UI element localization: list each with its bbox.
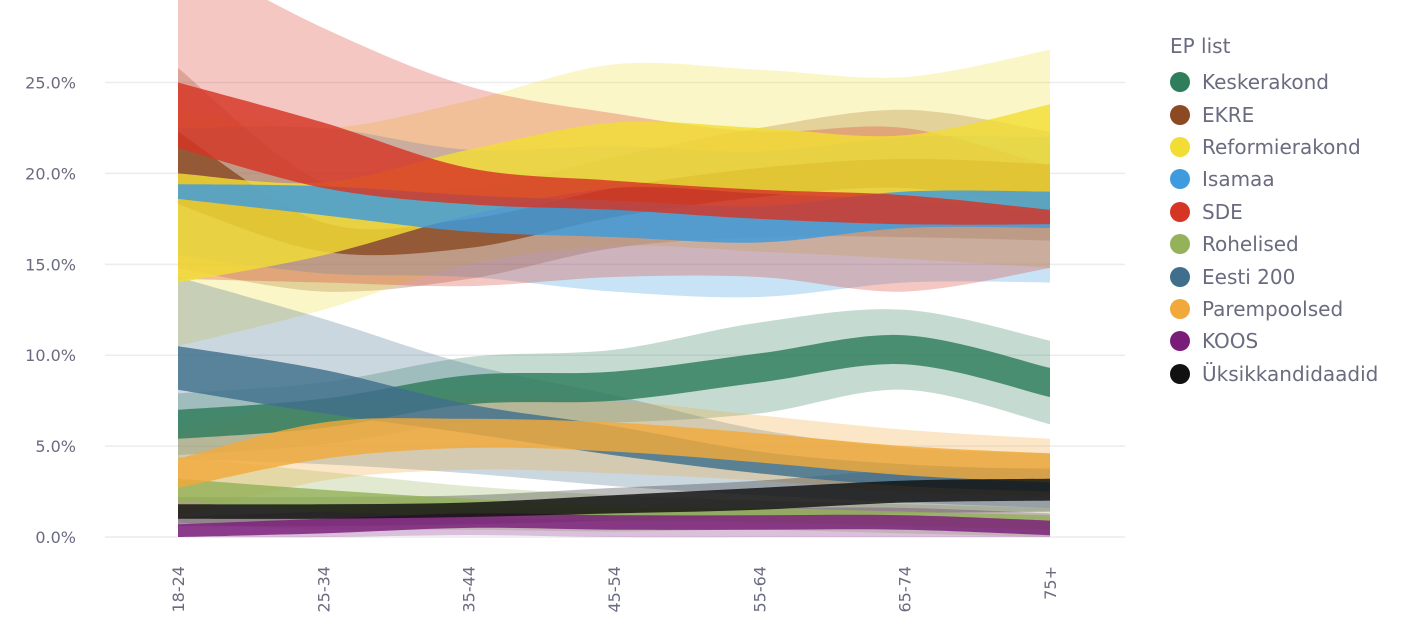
series-bands <box>178 82 1050 537</box>
x-tick-label: 65-74 <box>896 566 915 613</box>
legend-label: Rohelised <box>1202 232 1299 257</box>
x-tick-label: 18-24 <box>169 566 188 613</box>
legend-swatch <box>1170 136 1190 157</box>
legend-label: Parempoolsed <box>1202 296 1344 321</box>
legend-item[interactable]: KOOS <box>1170 325 1420 357</box>
legend-swatch <box>1170 169 1190 190</box>
legend-swatch <box>1170 104 1190 125</box>
legend-label: Üksikkandidaadid <box>1202 361 1379 386</box>
y-tick-label: 10.0% <box>25 346 76 365</box>
legend-item[interactable]: Parempoolsed <box>1170 293 1420 325</box>
legend-item[interactable]: EKRE <box>1170 98 1420 130</box>
series-band-parempoolsed <box>178 418 1050 488</box>
legend-item[interactable]: Üksikkandidaadid <box>1170 358 1420 390</box>
x-axis: 18-24 25-34 35-44 45-54 55-64 65-74 75+ <box>169 566 1060 613</box>
y-tick-label: 15.0% <box>25 255 76 274</box>
legend-item[interactable]: Rohelised <box>1170 228 1420 260</box>
series-band-sde <box>178 82 1050 225</box>
x-tick-label: 45-54 <box>605 566 624 613</box>
series-band-koos <box>178 513 1050 537</box>
y-axis: 0.0% 5.0% 10.0% 15.0% 20.0% 25.0% <box>25 74 76 547</box>
legend-title: EP list <box>1170 34 1231 58</box>
legend-swatch <box>1170 363 1190 384</box>
x-tick-label: 75+ <box>1041 566 1060 600</box>
x-tick-label: 25-34 <box>314 566 333 613</box>
legend-item[interactable]: Reformierakond <box>1170 131 1420 163</box>
legend-label: Keskerakond <box>1202 70 1329 95</box>
legend-label: Eesti 200 <box>1202 264 1296 289</box>
legend-label: SDE <box>1202 199 1243 224</box>
x-tick-label: 35-44 <box>460 566 479 613</box>
y-tick-label: 0.0% <box>35 528 76 547</box>
x-tick-label: 55-64 <box>750 566 769 613</box>
legend-item[interactable]: Eesti 200 <box>1170 260 1420 292</box>
y-tick-label: 25.0% <box>25 74 76 93</box>
chart-plot: 0.0% 5.0% 10.0% 15.0% 20.0% 25.0% 18-24 25-34 3… <box>25 0 1125 613</box>
legend-label: Reformierakond <box>1202 134 1361 159</box>
legend-swatch <box>1170 298 1190 319</box>
legend-swatch <box>1170 331 1190 352</box>
legend-swatch <box>1170 266 1190 287</box>
legend-swatch <box>1170 201 1190 222</box>
legend-item[interactable]: Isamaa <box>1170 163 1420 195</box>
series-band-isamaa <box>178 184 1050 243</box>
legend-item[interactable]: SDE <box>1170 196 1420 228</box>
legend-label: Isamaa <box>1202 167 1275 192</box>
series-band--ksikkandidaadid <box>178 478 1050 519</box>
series-band-reformierakond <box>178 104 1050 283</box>
legend-items: Keskerakond EKRE Reformierakond Isamaa SDE Ro… <box>1170 66 1420 390</box>
y-tick-label: 20.0% <box>25 164 76 183</box>
legend-swatch <box>1170 72 1190 93</box>
legend-swatch <box>1170 234 1190 255</box>
legend: EP list Keskerakond EKRE Reformierakond Isa… <box>1170 34 1420 390</box>
legend-item[interactable]: Keskerakond <box>1170 66 1420 98</box>
legend-label: EKRE <box>1202 102 1255 127</box>
y-tick-label: 5.0% <box>35 437 76 456</box>
legend-label: KOOS <box>1202 329 1259 354</box>
